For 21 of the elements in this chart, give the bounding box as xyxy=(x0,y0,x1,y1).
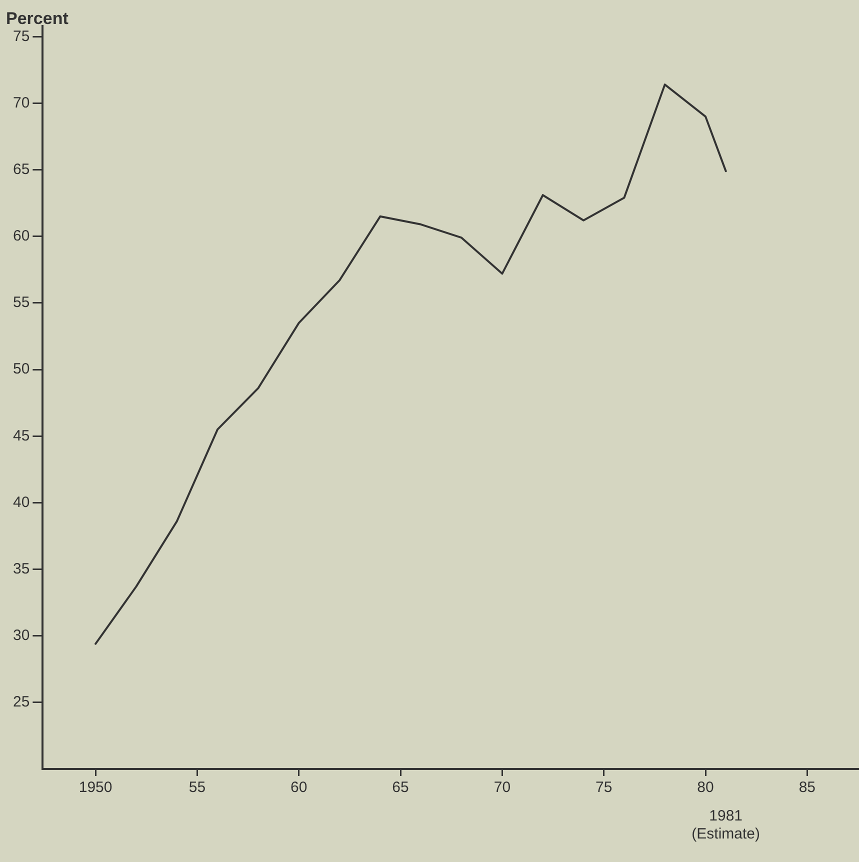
y-tick-label: 35 xyxy=(12,560,30,578)
x-tick-label: 55 xyxy=(188,779,206,796)
text: 1981 (Estimate) xyxy=(692,808,760,843)
y-tick-label: 50 xyxy=(12,360,30,378)
x-tick-label: 75 xyxy=(596,779,612,796)
x-tick-label: 60 xyxy=(290,779,308,796)
x-tick-label: 65 xyxy=(392,779,409,796)
x-tick-label: 1950 xyxy=(78,779,112,796)
y-tick-label: 45 xyxy=(12,427,30,444)
y-tick-label: 60 xyxy=(12,228,30,245)
x-tick-label: 80 xyxy=(697,779,714,796)
y-tick-label: 30 xyxy=(12,626,30,644)
y-tick-label: 40 xyxy=(12,494,30,511)
y-tick-label: 75 xyxy=(12,28,30,45)
x-tick-label: 85 xyxy=(798,779,816,796)
y-tick-label: 55 xyxy=(12,294,30,312)
y-tick-label: 65 xyxy=(12,160,30,178)
y-tick-label: 70 xyxy=(12,94,30,112)
x-tick-label: 70 xyxy=(494,779,511,796)
y-tick-label: 25 xyxy=(12,694,30,711)
y-axis-title: Percent xyxy=(6,9,69,28)
